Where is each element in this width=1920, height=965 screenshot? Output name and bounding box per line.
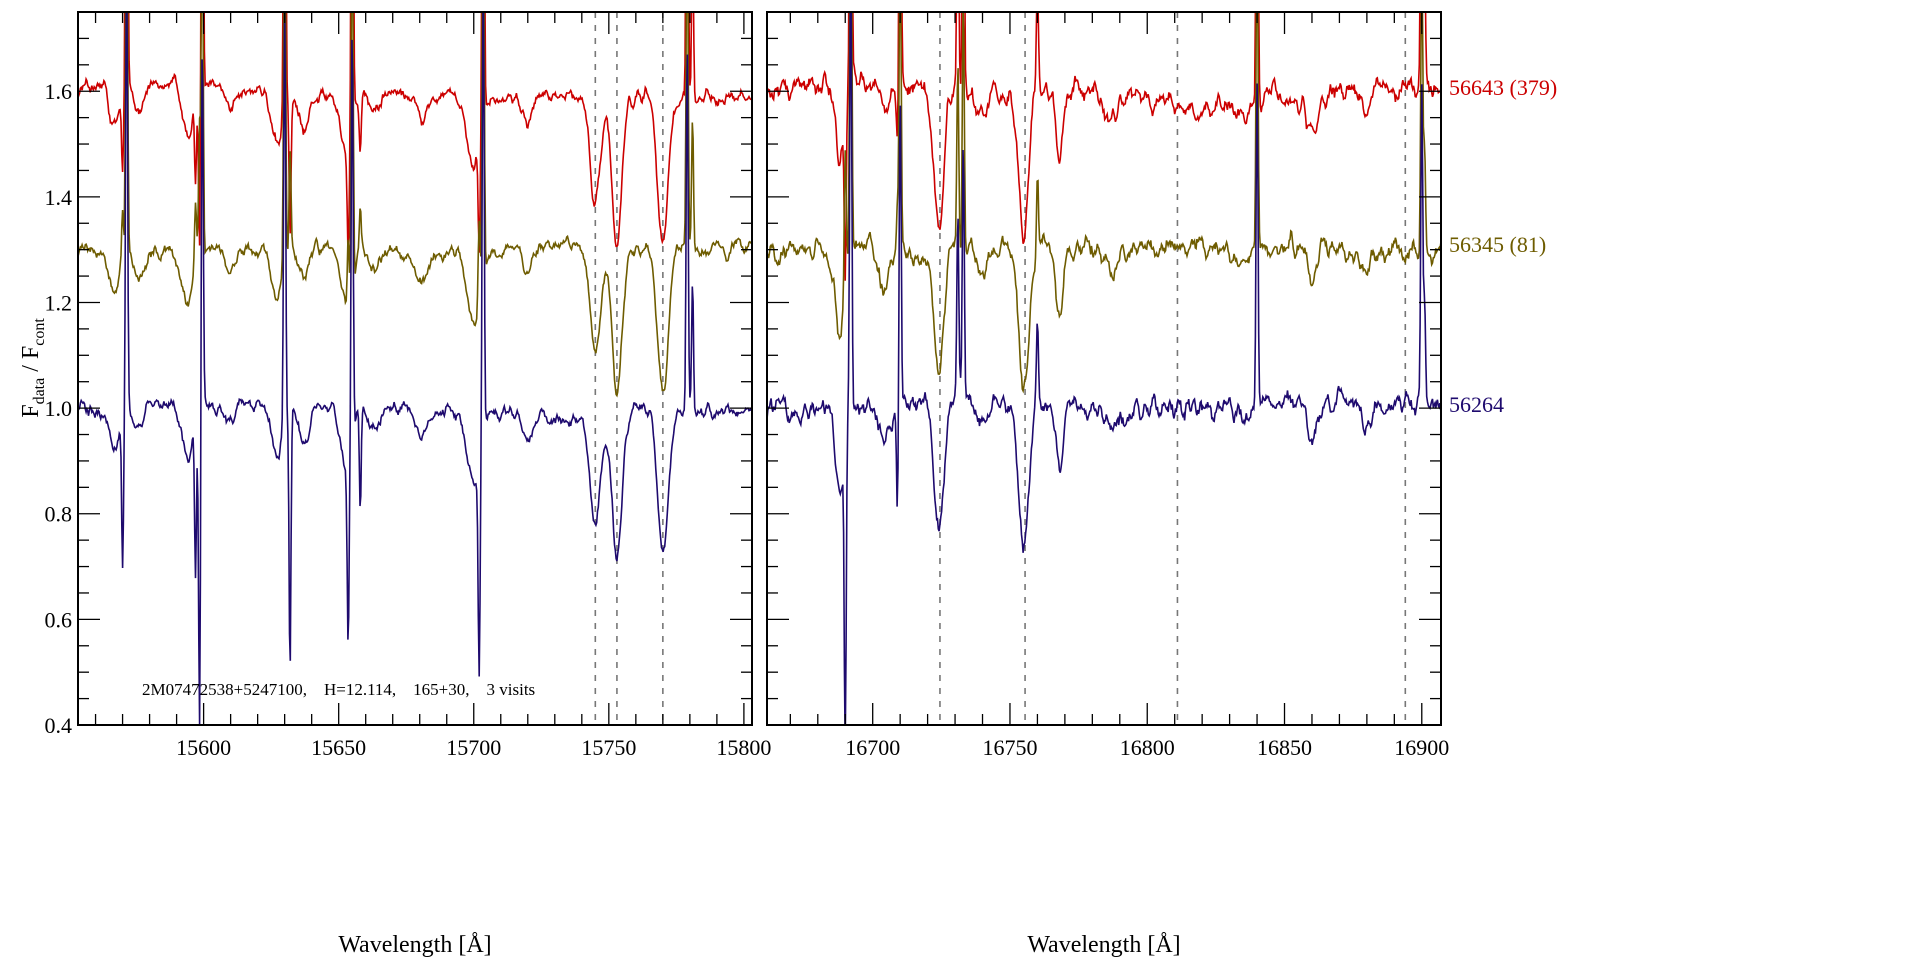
left-panel: 15600 15650 15700 15750 15800 0.4 0.6 0.8 1.0 1.2… bbox=[45, 11, 771, 760]
x-tick-label: 16900 bbox=[1394, 735, 1449, 760]
y-tick-label: 1.4 bbox=[45, 185, 73, 210]
y-tick-label: 0.4 bbox=[45, 713, 73, 738]
spectrum-line-56264 bbox=[767, 12, 1441, 725]
star-annotation: 2M07472538+5247100, H=12.114, 165+30, 3 … bbox=[142, 680, 535, 699]
right-panel: 16700 16750 16800 16850 16900 bbox=[766, 11, 1449, 760]
x-axis-label-right: Wavelength [Å] bbox=[1027, 932, 1180, 958]
y-tick-label: 1.2 bbox=[45, 290, 73, 315]
y-label-f: F bbox=[18, 404, 44, 417]
y-tick-label: 0.8 bbox=[45, 502, 73, 527]
y-label-sub-data: data bbox=[31, 378, 48, 405]
spectrum-line-56345 bbox=[767, 12, 1441, 394]
x-tick-label: 15700 bbox=[446, 735, 501, 760]
series-label-56643: 56643 (379) bbox=[1449, 75, 1557, 100]
x-tick-label: 16850 bbox=[1257, 735, 1312, 760]
x-axis-label-left: Wavelength [Å] bbox=[338, 932, 491, 958]
y-tick-label: 1.6 bbox=[45, 79, 73, 104]
spectrum-line-56643 bbox=[78, 12, 752, 253]
x-tick-label: 16700 bbox=[845, 735, 900, 760]
spectrum-line-56264 bbox=[78, 12, 752, 725]
y-tick-label: 0.6 bbox=[45, 607, 73, 632]
y-label-sub-cont: cont bbox=[31, 318, 48, 346]
plot-frame bbox=[77, 11, 753, 726]
y-tick-label: 1.0 bbox=[45, 396, 73, 421]
plot-frame bbox=[766, 11, 1442, 726]
spectrum-line-56345 bbox=[78, 12, 752, 398]
series-group bbox=[767, 12, 1441, 725]
x-tick-label: 15750 bbox=[581, 735, 636, 760]
spectrum-line-56643 bbox=[767, 12, 1441, 281]
x-tick-label: 16800 bbox=[1120, 735, 1175, 760]
x-tick-label: 16750 bbox=[982, 735, 1037, 760]
x-tick-label: 15800 bbox=[716, 735, 771, 760]
series-group bbox=[78, 12, 752, 725]
x-tick-label: 15600 bbox=[176, 735, 231, 760]
series-label-56264: 56264 bbox=[1449, 392, 1504, 417]
x-tick-label: 15650 bbox=[311, 735, 366, 760]
series-label-56345: 56345 (81) bbox=[1449, 232, 1546, 257]
y-label-sep: / F bbox=[18, 346, 44, 378]
y-axis-label: Fdata / Fcont bbox=[18, 318, 48, 418]
